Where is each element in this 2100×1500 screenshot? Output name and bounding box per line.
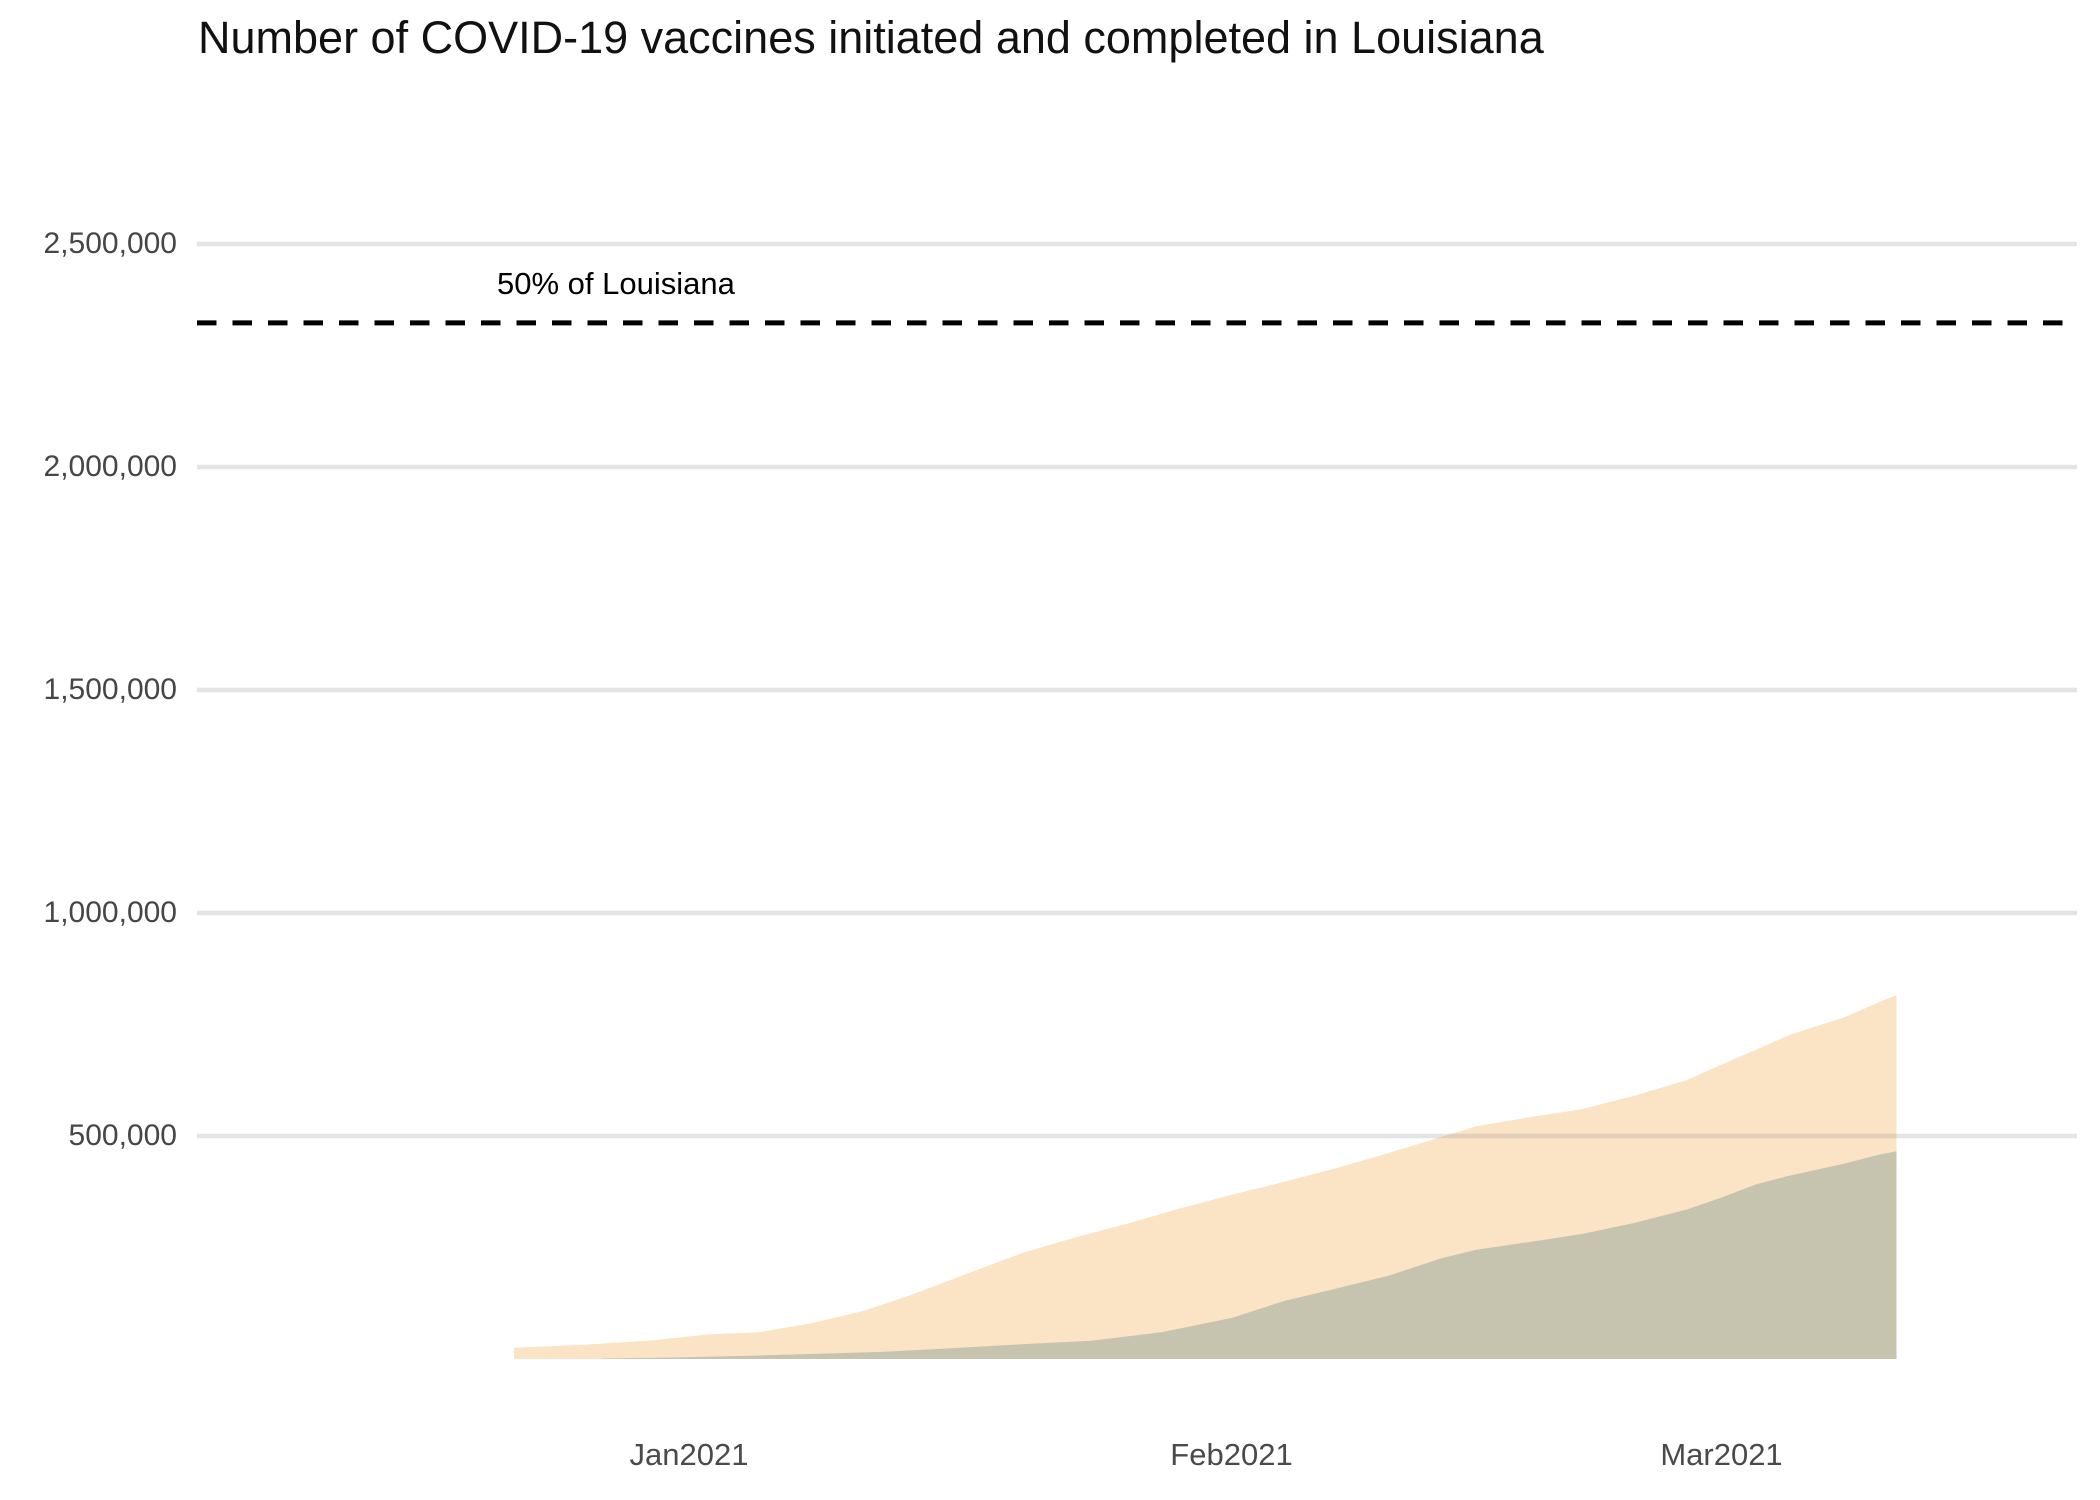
- x-axis-tick-label: Feb2021: [1170, 1437, 1293, 1472]
- reference-line-label: 50% of Louisiana: [497, 266, 735, 301]
- area-completed: [601, 1151, 1897, 1359]
- y-axis-tick-label: 2,000,000: [43, 450, 177, 483]
- gridlines: [197, 241, 2077, 1139]
- y-axis-tick-label: 2,500,000: [43, 227, 177, 260]
- series-areas: [514, 995, 1897, 1359]
- x-axis-tick-label: Mar2021: [1660, 1437, 1783, 1472]
- y-axis-tick-label: 1,500,000: [43, 673, 177, 706]
- x-axis-tick-label: Jan2021: [629, 1437, 749, 1472]
- y-axis-tick-label: 1,000,000: [43, 896, 177, 929]
- chart-title: Number of COVID-19 vaccines initiated an…: [198, 12, 1544, 63]
- y-axis-tick-label: 500,000: [68, 1119, 177, 1152]
